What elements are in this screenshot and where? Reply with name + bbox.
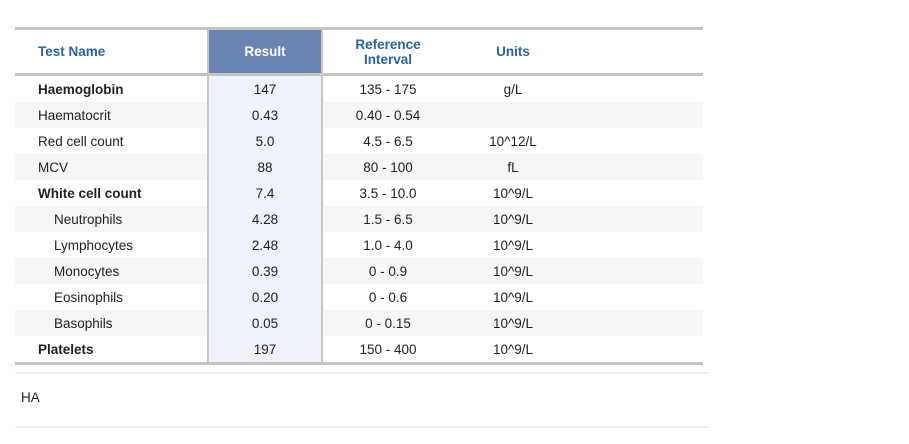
test-name-cell: Eosinophils [54, 289, 124, 305]
result-cell: 5.0 [207, 128, 323, 154]
test-name-cell: Lymphocytes [54, 237, 134, 253]
note-text: HA [21, 390, 40, 405]
reference-cell: 4.5 - 6.5 [363, 133, 413, 149]
units-cell: fL [507, 159, 519, 175]
test-name-cell: Monocytes [54, 263, 120, 279]
reference-cell: 0 - 0.15 [365, 315, 411, 331]
result-cell: 0.39 [207, 258, 323, 284]
units-cell: 10^9/L [492, 185, 534, 201]
test-name-cell: MCV [38, 159, 68, 175]
units-cell: 10^12/L [489, 133, 537, 149]
reference-cell: 80 - 100 [363, 159, 413, 175]
result-cell: 0.05 [207, 310, 323, 336]
header-result: Result [207, 30, 323, 73]
header-units: Units [496, 44, 530, 59]
result-cell: 0.20 [207, 284, 323, 310]
table-row: Eosinophils 0.20 0 - 0.6 10^9/L [15, 284, 703, 310]
table-row: Basophils 0.05 0 - 0.15 10^9/L [15, 310, 703, 336]
result-cell: 88 [207, 154, 323, 180]
header-test-name: Test Name [38, 44, 106, 59]
reference-cell: 0.40 - 0.54 [355, 107, 421, 123]
table-row: MCV 88 80 - 100 fL [15, 154, 703, 180]
reference-cell: 135 - 175 [359, 81, 417, 97]
reference-cell: 150 - 400 [359, 341, 417, 357]
reference-cell: 1.5 - 6.5 [363, 211, 413, 227]
result-cell: 147 [207, 76, 323, 102]
test-name-cell: Red cell count [38, 133, 124, 149]
result-cell: 197 [207, 336, 323, 362]
units-cell: 10^9/L [492, 263, 534, 279]
divider [15, 372, 709, 374]
reference-cell: 0 - 0.9 [368, 263, 408, 279]
units-cell: 10^9/L [492, 211, 534, 227]
table-row: White cell count 7.4 3.5 - 10.0 10^9/L [15, 180, 703, 206]
results-table: Test Name Result Reference Interval Unit… [15, 27, 703, 365]
test-name-cell: Haemoglobin [38, 81, 124, 97]
reference-cell: 1.0 - 4.0 [363, 237, 413, 253]
reference-cell: 0 - 0.6 [368, 289, 408, 305]
test-name-cell: Platelets [38, 341, 94, 357]
test-name-cell: Basophils [54, 315, 113, 331]
test-name-cell: Neutrophils [54, 211, 123, 227]
table-row: Platelets 197 150 - 400 10^9/L [15, 336, 703, 362]
units-cell: 10^9/L [492, 315, 534, 331]
units-cell: 10^9/L [492, 289, 534, 305]
test-name-cell: Haematocrit [38, 107, 111, 123]
reference-cell: 3.5 - 10.0 [359, 185, 417, 201]
divider [15, 426, 709, 428]
table-row: Lymphocytes 2.48 1.0 - 4.0 10^9/L [15, 232, 703, 258]
result-cell: 4.28 [207, 206, 323, 232]
table-header: Test Name Result Reference Interval Unit… [15, 30, 703, 76]
table-row: Haematocrit 0.43 0.40 - 0.54 [15, 102, 703, 128]
result-cell: 7.4 [207, 180, 323, 206]
table-row: Neutrophils 4.28 1.5 - 6.5 10^9/L [15, 206, 703, 232]
table-row: Haemoglobin 147 135 - 175 g/L [15, 76, 703, 102]
test-name-cell: White cell count [38, 185, 142, 201]
result-cell: 2.48 [207, 232, 323, 258]
table-row: Monocytes 0.39 0 - 0.9 10^9/L [15, 258, 703, 284]
units-cell: 10^9/L [492, 237, 534, 253]
units-cell: 10^9/L [492, 341, 534, 357]
result-cell: 0.43 [207, 102, 323, 128]
units-cell: g/L [503, 81, 523, 97]
header-reference: Reference Interval [355, 36, 421, 67]
table-row: Red cell count 5.0 4.5 - 6.5 10^12/L [15, 128, 703, 154]
